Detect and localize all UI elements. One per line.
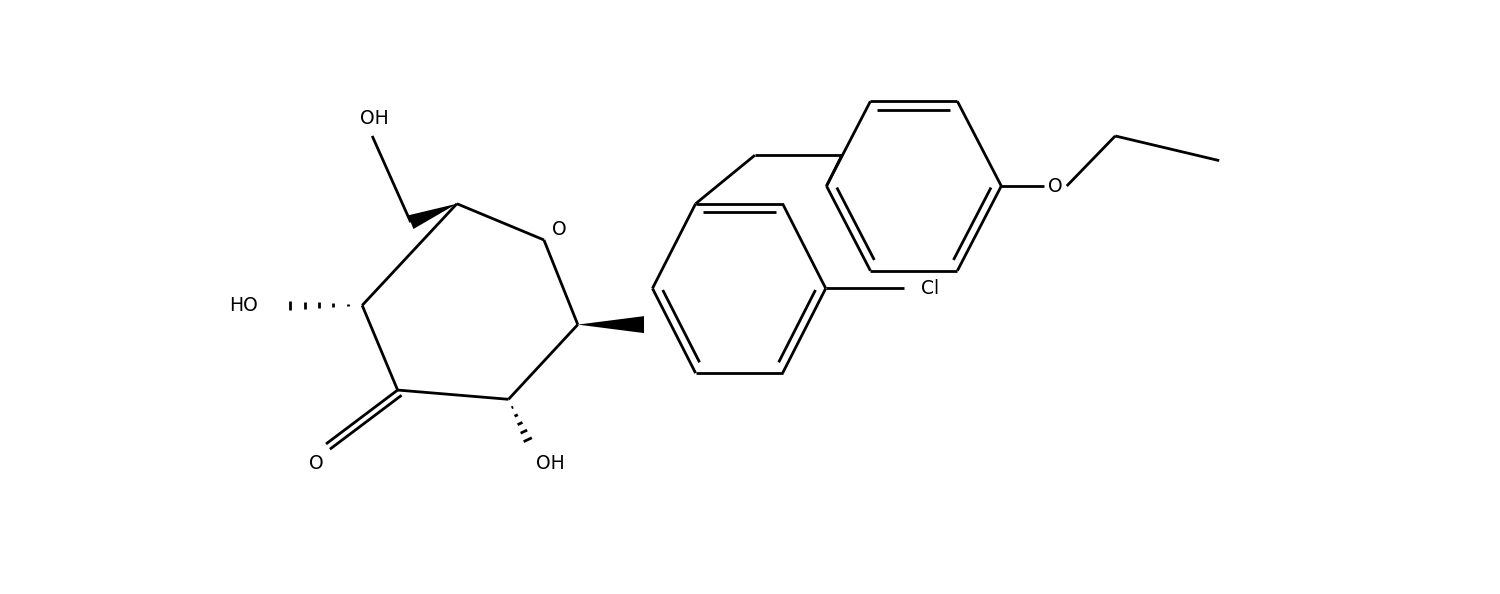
Text: O: O xyxy=(309,454,324,473)
Polygon shape xyxy=(408,204,458,229)
Text: O: O xyxy=(1048,176,1062,195)
Text: Cl: Cl xyxy=(921,279,939,298)
Polygon shape xyxy=(578,316,644,333)
Text: O: O xyxy=(552,220,567,239)
Text: OH: OH xyxy=(537,454,566,473)
Text: HO: HO xyxy=(230,296,258,315)
Text: OH: OH xyxy=(360,109,388,128)
